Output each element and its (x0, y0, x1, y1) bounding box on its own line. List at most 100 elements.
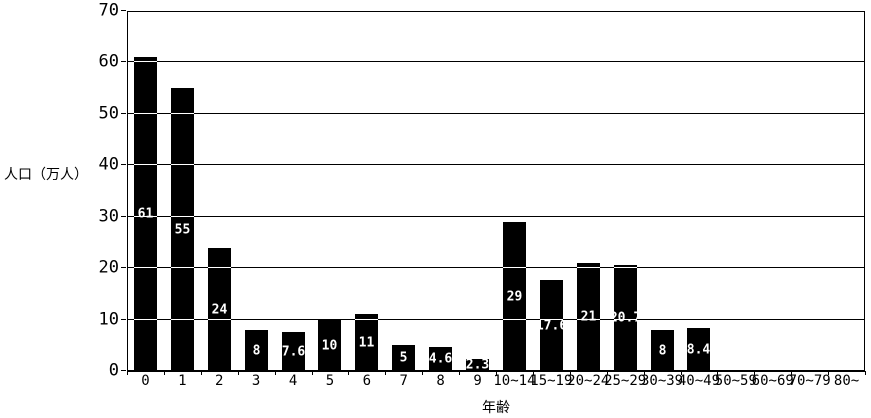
y-axis-tick (121, 215, 126, 217)
gridline (127, 61, 865, 63)
y-axis-tick (121, 164, 126, 166)
y-axis-tick (121, 61, 126, 63)
bar: 11 (355, 314, 378, 371)
y-axis-tick-label: 60 (98, 51, 119, 72)
y-axis-tick-label: 40 (98, 154, 119, 175)
bar-inverse-gridline (134, 215, 157, 217)
x-axis-tick (717, 371, 718, 375)
y-axis-tick-label: 10 (98, 309, 119, 330)
bar-value-label: 20.7 (614, 310, 637, 326)
x-axis-tick-label: 7 (399, 373, 408, 389)
x-axis-tick (681, 371, 682, 375)
plot-area: 61 55 24 8 7.6 10 11 5 4.6 2.3 29 17.6 21 20.7 8 8.4 (127, 11, 865, 372)
x-axis-tick (828, 371, 829, 375)
x-axis-tick-label: 3 (251, 373, 261, 389)
bar-inverse-gridline (171, 215, 194, 217)
x-axis-tick (385, 371, 386, 375)
x-axis-tick-label: 30~39 (640, 373, 684, 389)
x-axis-tick-label: 60~69 (751, 373, 794, 389)
x-axis-title: 年齢 (482, 400, 510, 416)
bar-value-label: 5 (399, 350, 408, 366)
bar: 17.6 (540, 280, 563, 371)
bar-value-label: 29 (506, 289, 523, 304)
bar-value-label: 61 (137, 206, 154, 222)
x-axis-tick (422, 371, 423, 375)
x-axis-tick-label: 40~49 (677, 373, 721, 389)
bar-value-label: 8 (658, 343, 667, 358)
x-axis-tick-label: 20~24 (567, 373, 610, 389)
bar-inverse-gridline (171, 267, 194, 269)
x-axis-tick (275, 371, 276, 375)
bar: 2.3 (466, 359, 489, 371)
x-axis-tick-label: 9 (473, 373, 482, 389)
bar-value-label: 21 (580, 309, 597, 325)
y-axis-tick-label: 70 (98, 0, 119, 21)
x-axis-tick (238, 371, 239, 375)
x-axis-tick (570, 371, 571, 375)
bar-inverse-gridline (208, 267, 231, 269)
bar-inverse-gridline (134, 267, 157, 269)
x-axis-tick-label: 50~59 (714, 373, 757, 389)
bar: 55 (171, 88, 194, 371)
bar-value-label: 8 (252, 343, 261, 358)
x-axis-tick (348, 371, 349, 375)
x-axis-tick (865, 371, 866, 375)
x-axis-tick-label: 0 (141, 373, 150, 389)
bar: 8 (651, 330, 674, 371)
bar: 20.7 (614, 265, 637, 371)
bar-inverse-gridline (134, 112, 157, 114)
bar: 8 (245, 330, 268, 371)
y-axis-tick (121, 112, 126, 114)
bar-value-label: 10 (321, 338, 338, 353)
bar-value-label: 2.3 (466, 359, 489, 371)
bar: 24 (208, 248, 231, 371)
bar: 21 (577, 263, 600, 371)
y-axis-line (127, 11, 128, 371)
bar-inverse-gridline (614, 318, 637, 320)
y-axis-tick-label: 20 (98, 257, 119, 278)
bar-value-label: 4.6 (429, 351, 452, 367)
x-axis-tick (533, 371, 534, 375)
bar: 29 (503, 222, 526, 371)
x-axis-tick (607, 371, 608, 375)
bar-inverse-gridline (134, 164, 157, 166)
y-axis-tick-label: 30 (98, 206, 119, 227)
bar-inverse-gridline (355, 318, 378, 320)
y-axis-tick (121, 318, 126, 320)
bar-inverse-gridline (577, 318, 600, 320)
bar-inverse-gridline (614, 267, 637, 269)
bar-inverse-gridline (171, 318, 194, 320)
x-axis-tick (127, 371, 128, 375)
bar-inverse-gridline (503, 318, 526, 320)
bar-inverse-gridline (577, 267, 600, 269)
bar: 5 (392, 345, 415, 371)
bar-inverse-gridline (503, 267, 526, 269)
y-axis-tick-label: 50 (98, 103, 119, 124)
x-axis-tick-label: 15~19 (530, 373, 573, 389)
bar-value-label: 17.6 (540, 318, 563, 333)
gridline (127, 112, 865, 114)
x-axis-tick-label: 5 (325, 373, 335, 389)
y-axis-tick (121, 370, 126, 371)
x-axis-tick-label: 25~29 (604, 373, 647, 389)
y-axis-tick-label: 0 (108, 360, 119, 381)
bar-inverse-gridline (540, 318, 563, 320)
x-axis-tick (459, 371, 460, 375)
x-axis-tick (644, 371, 645, 375)
bar-value-label: 11 (358, 335, 375, 350)
x-axis-tick-label: 80~ (833, 373, 860, 389)
y-axis-tick (121, 10, 126, 11)
x-axis-tick-label: 70~79 (788, 373, 831, 389)
bar: 8.4 (687, 328, 710, 371)
bar-inverse-gridline (134, 61, 157, 63)
x-axis-tick-label: 2 (215, 373, 224, 389)
gridline (127, 215, 865, 217)
x-axis-tick (754, 371, 755, 375)
bar-value-label: 24 (211, 302, 228, 317)
gridline (127, 267, 865, 269)
x-axis-tick-label: 8 (436, 373, 445, 389)
bar-inverse-gridline (134, 318, 157, 320)
x-axis-tick-label: 10~14 (493, 373, 536, 389)
bar: 7.6 (282, 332, 305, 371)
